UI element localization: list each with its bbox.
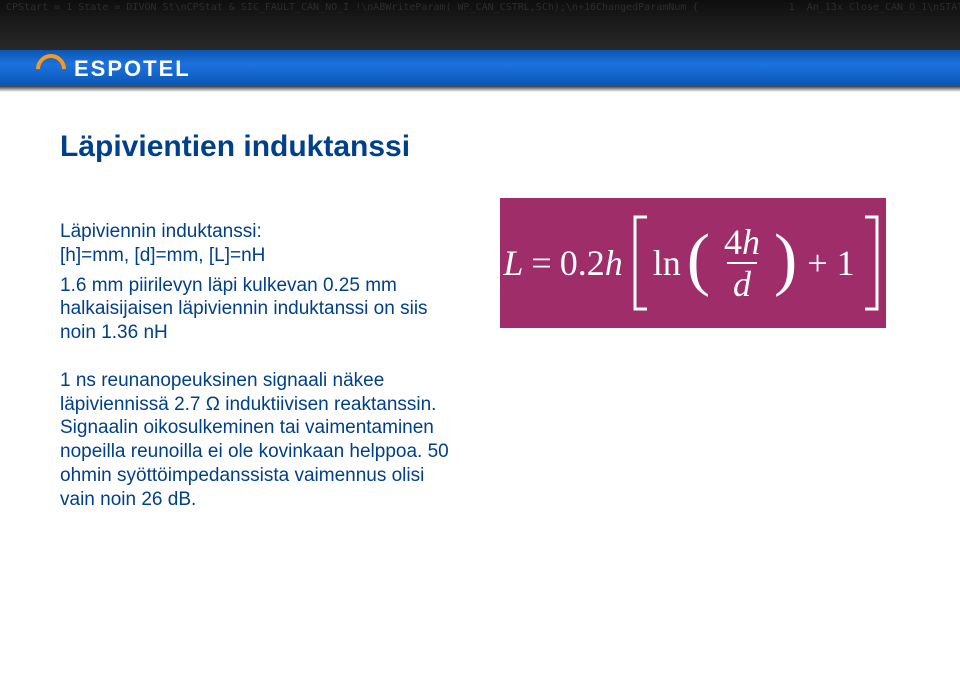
slide-title: Läpivientien induktanssi (60, 130, 410, 164)
slide: CPStart = 1 State = DIVON St\nCPStat & S… (0, 0, 960, 690)
formula-L: L (503, 242, 523, 284)
logo: ESPOTEL (36, 54, 191, 84)
right-bracket-icon (861, 213, 883, 313)
header-shadow (0, 86, 960, 92)
formula-box: L = 0.2 h ln ( 4h d ) + 1 (500, 198, 886, 328)
formula-coef: 0.2 (560, 242, 605, 284)
body-text: Läpiviennin induktanssi: [h]=mm, [d]=mm,… (60, 220, 460, 511)
logo-ring-icon (30, 48, 72, 86)
formula-h: h (605, 242, 623, 284)
formula-plus1: + 1 (807, 242, 854, 284)
intro-line-1: Läpiviennin induktanssi: (60, 220, 460, 244)
para-2: 1 ns reunanopeuksinen signaali näkee läp… (60, 369, 460, 512)
para-1b: 1.6 mm piirilevyn läpi kulkevan 0.25 mm … (60, 274, 460, 345)
formula-fraction: 4h d (718, 224, 766, 302)
left-bracket-icon (629, 213, 651, 313)
intro-line-2: [h]=mm, [d]=mm, [L]=nH (60, 244, 460, 268)
formula: L = 0.2 h ln ( 4h d ) + 1 (503, 213, 882, 313)
formula-ln: ln (653, 242, 681, 284)
formula-eq: = (531, 242, 551, 284)
header-strip: CPStart = 1 State = DIVON St\nCPStat & S… (0, 0, 960, 86)
logo-text: ESPOTEL (74, 56, 191, 82)
